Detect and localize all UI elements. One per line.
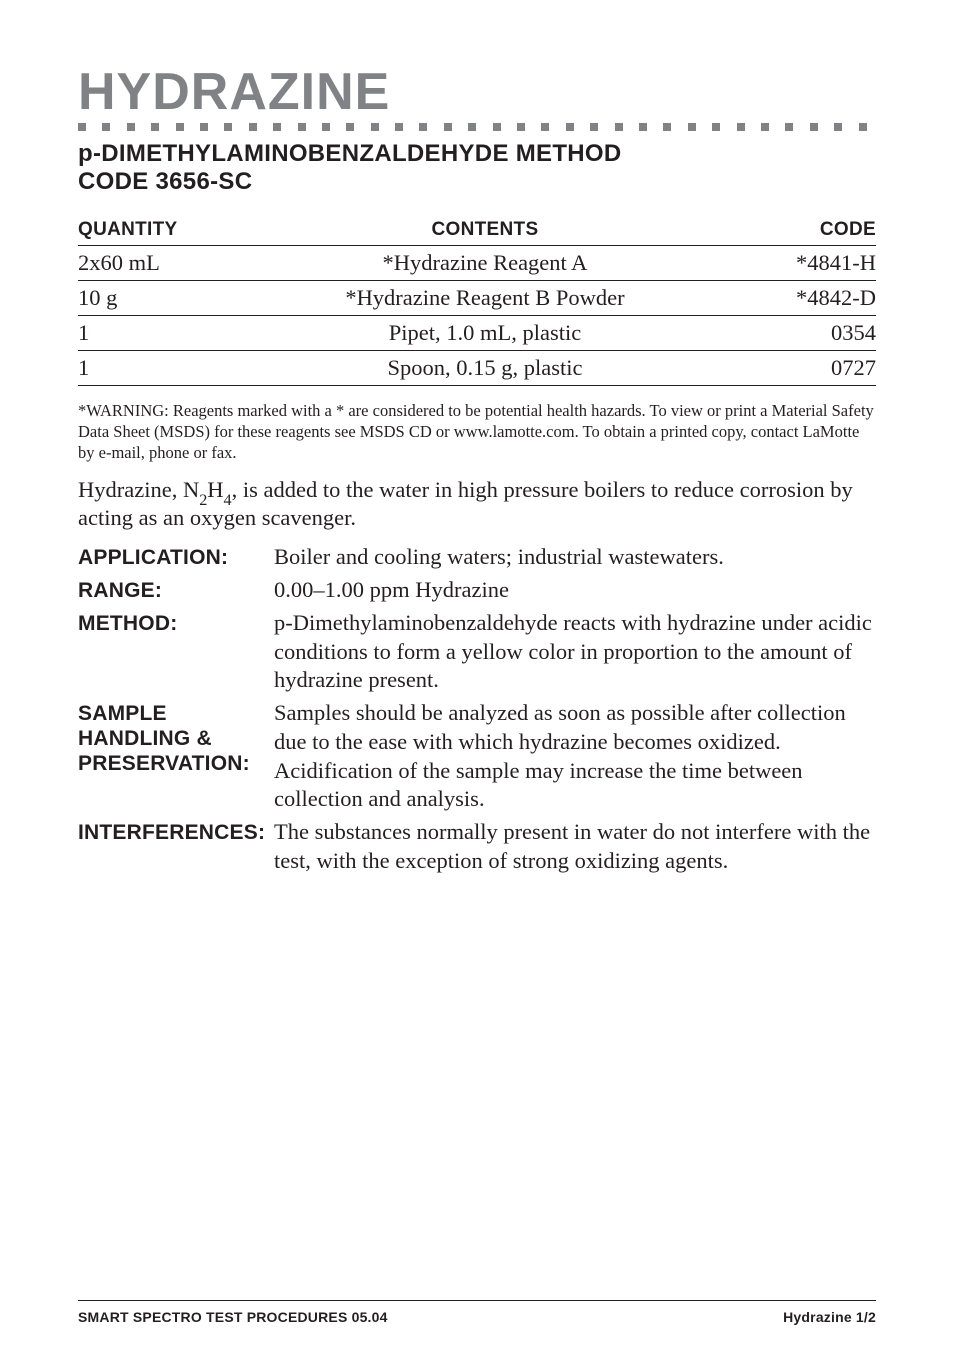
cell-code: *4841-H: [716, 246, 876, 281]
definition-text: Samples should be analyzed as soon as po…: [274, 699, 876, 814]
definition-row: SAMPLE HANDLING & PRESERVATION:Samples s…: [78, 699, 876, 814]
definition-row: RANGE:0.00–1.00 ppm Hydrazine: [78, 576, 876, 605]
page-subtitle: p-DIMETHYLAMINOBENZALDEHYDE METHOD CODE …: [78, 140, 876, 195]
definition-text: p-Dimethylaminobenzaldehyde reacts with …: [274, 609, 876, 695]
definition-row: APPLICATION:Boiler and cooling waters; i…: [78, 543, 876, 572]
table-header-row: QUANTITY CONTENTS CODE: [78, 217, 876, 246]
cell-contents: Spoon, 0.15 g, plastic: [254, 351, 717, 386]
warning-footnote: *WARNING: Reagents marked with a * are c…: [78, 400, 876, 463]
dot-separator: [78, 120, 876, 134]
contents-table: QUANTITY CONTENTS CODE 2x60 mL*Hydrazine…: [78, 217, 876, 386]
table-row: 10 g*Hydrazine Reagent B Powder*4842-D: [78, 281, 876, 316]
cell-contents: *Hydrazine Reagent B Powder: [254, 281, 717, 316]
table-row: 2x60 mL*Hydrazine Reagent A*4841-H: [78, 246, 876, 281]
cell-quantity: 1: [78, 316, 254, 351]
cell-quantity: 2x60 mL: [78, 246, 254, 281]
intro-paragraph: Hydrazine, N2H4, is added to the water i…: [78, 476, 876, 534]
definition-term: SAMPLE HANDLING & PRESERVATION:: [78, 699, 274, 776]
cell-quantity: 10 g: [78, 281, 254, 316]
definition-row: INTERFERENCES:The substances normally pr…: [78, 818, 876, 876]
footer-left: SMART SPECTRO TEST PROCEDURES 05.04: [78, 1309, 388, 1325]
cell-code: 0727: [716, 351, 876, 386]
cell-contents: *Hydrazine Reagent A: [254, 246, 717, 281]
col-header-code: CODE: [716, 217, 876, 246]
definition-text: 0.00–1.00 ppm Hydrazine: [274, 576, 876, 605]
cell-code: 0354: [716, 316, 876, 351]
definition-term: APPLICATION:: [78, 543, 274, 571]
col-header-contents: CONTENTS: [254, 217, 717, 246]
definitions-list: APPLICATION:Boiler and cooling waters; i…: [78, 543, 876, 876]
footer-right: Hydrazine 1/2: [783, 1309, 876, 1325]
definition-term: INTERFERENCES:: [78, 818, 274, 846]
subtitle-line-2: CODE 3656-SC: [78, 168, 252, 195]
table-row: 1Pipet, 1.0 mL, plastic0354: [78, 316, 876, 351]
cell-contents: Pipet, 1.0 mL, plastic: [254, 316, 717, 351]
definition-term: RANGE:: [78, 576, 274, 604]
definition-row: METHOD:p-Dimethylaminobenzaldehyde react…: [78, 609, 876, 695]
cell-quantity: 1: [78, 351, 254, 386]
subtitle-line-1: p-DIMETHYLAMINOBENZALDEHYDE METHOD: [78, 140, 622, 167]
page-title: HYDRAZINE: [78, 66, 876, 118]
page-footer: SMART SPECTRO TEST PROCEDURES 05.04 Hydr…: [78, 1300, 876, 1325]
definition-text: Boiler and cooling waters; industrial wa…: [274, 543, 876, 572]
cell-code: *4842-D: [716, 281, 876, 316]
definition-term: METHOD:: [78, 609, 274, 637]
table-row: 1Spoon, 0.15 g, plastic0727: [78, 351, 876, 386]
definition-text: The substances normally present in water…: [274, 818, 876, 876]
col-header-quantity: QUANTITY: [78, 217, 254, 246]
